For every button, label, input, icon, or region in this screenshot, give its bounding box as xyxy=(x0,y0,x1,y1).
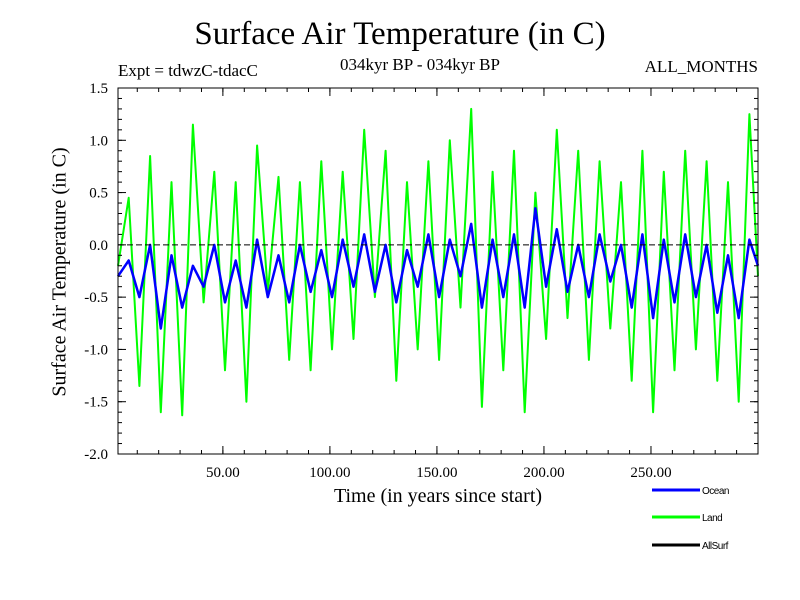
series-line-land xyxy=(117,107,759,417)
months-label: ALL_MONTHS xyxy=(644,57,758,76)
period-label: 034kyr BP - 034kyr BP xyxy=(340,55,500,74)
legend-label-allsurf: AllSurf xyxy=(702,541,729,552)
y-tick-label: -0.5 xyxy=(84,290,108,306)
y-tick-label: -1.5 xyxy=(84,395,108,411)
x-tick-label: 200.00 xyxy=(523,465,564,481)
x-tick-label: 250.00 xyxy=(630,465,671,481)
y-tick-label: 0.5 xyxy=(89,186,108,202)
x-tick-label: 100.00 xyxy=(309,465,350,481)
experiment-label: Expt = tdwzC-tdacC xyxy=(118,61,258,80)
y-tick-label: -1.0 xyxy=(84,342,108,358)
series-line-ocean xyxy=(116,207,760,330)
x-axis-label: Time (in years since start) xyxy=(333,485,543,507)
x-tick-label: 50.00 xyxy=(206,465,240,481)
y-tick-label: 1.0 xyxy=(89,133,108,149)
plot-frame xyxy=(117,87,759,455)
chart-title: Surface Air Temperature (in C) xyxy=(194,16,606,52)
legend-label-land: Land xyxy=(702,513,722,524)
x-tick-label: 150.00 xyxy=(416,465,457,481)
y-tick-label: 0.0 xyxy=(89,238,108,254)
y-tick-label: -2.0 xyxy=(84,447,108,463)
legend-label-ocean: Ocean xyxy=(702,486,729,497)
y-tick-label: 1.5 xyxy=(89,81,108,97)
